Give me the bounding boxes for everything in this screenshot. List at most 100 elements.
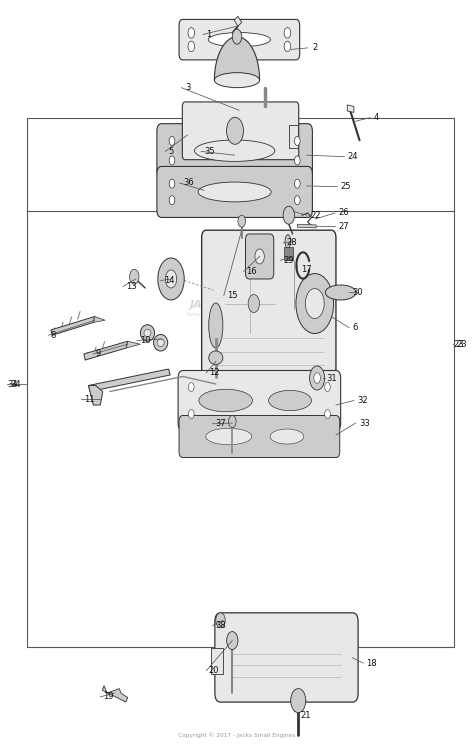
Ellipse shape	[270, 429, 304, 444]
Polygon shape	[51, 316, 95, 335]
Ellipse shape	[194, 140, 275, 161]
Text: 31: 31	[327, 373, 337, 383]
Text: 37: 37	[216, 419, 227, 428]
Text: 26: 26	[338, 209, 349, 218]
Ellipse shape	[154, 334, 168, 351]
Circle shape	[232, 29, 242, 44]
Polygon shape	[347, 105, 354, 112]
Text: 33: 33	[359, 419, 370, 428]
Circle shape	[283, 206, 294, 224]
Text: 28: 28	[286, 239, 297, 248]
Circle shape	[284, 41, 291, 52]
Ellipse shape	[206, 428, 252, 445]
Circle shape	[294, 156, 300, 165]
Circle shape	[165, 270, 177, 288]
Ellipse shape	[198, 182, 271, 202]
Polygon shape	[89, 369, 170, 392]
Circle shape	[294, 179, 300, 188]
Text: Small Engines: Small Engines	[187, 312, 231, 317]
FancyBboxPatch shape	[215, 613, 358, 702]
Ellipse shape	[285, 235, 291, 248]
Text: 34: 34	[10, 380, 20, 389]
Polygon shape	[93, 316, 105, 322]
Circle shape	[188, 28, 195, 38]
FancyBboxPatch shape	[246, 234, 274, 279]
Circle shape	[325, 383, 330, 392]
Ellipse shape	[209, 351, 223, 364]
FancyBboxPatch shape	[182, 102, 299, 160]
Text: 18: 18	[366, 659, 377, 668]
Text: JACKS: JACKS	[190, 300, 228, 310]
Polygon shape	[84, 341, 128, 360]
Circle shape	[169, 196, 175, 205]
Text: 3: 3	[185, 83, 191, 92]
Polygon shape	[214, 37, 260, 80]
Bar	[211, 648, 223, 675]
Ellipse shape	[214, 72, 260, 87]
Text: 19: 19	[103, 692, 113, 701]
Text: 8: 8	[51, 331, 56, 340]
Text: 38: 38	[216, 621, 227, 630]
Circle shape	[227, 117, 244, 145]
Circle shape	[169, 136, 175, 145]
Circle shape	[188, 41, 195, 52]
Text: 30: 30	[353, 288, 363, 297]
Text: 27: 27	[338, 222, 349, 231]
FancyBboxPatch shape	[157, 166, 312, 218]
Circle shape	[129, 270, 139, 284]
Circle shape	[284, 28, 291, 38]
Text: 1: 1	[206, 30, 211, 39]
Ellipse shape	[199, 389, 253, 412]
Text: 12: 12	[209, 368, 219, 377]
Circle shape	[189, 410, 194, 419]
Text: 13: 13	[126, 282, 137, 291]
Circle shape	[248, 294, 259, 312]
Text: 10: 10	[140, 336, 151, 345]
Circle shape	[305, 288, 324, 319]
FancyBboxPatch shape	[157, 123, 312, 178]
Text: 23: 23	[454, 340, 465, 349]
Circle shape	[296, 273, 334, 334]
Circle shape	[227, 632, 238, 650]
Circle shape	[216, 613, 225, 628]
Text: 9: 9	[96, 349, 101, 358]
Bar	[284, 247, 292, 261]
Ellipse shape	[209, 303, 223, 348]
Text: 22: 22	[310, 211, 320, 220]
Text: 35: 35	[204, 147, 215, 156]
Circle shape	[238, 215, 246, 227]
Circle shape	[314, 373, 320, 383]
Polygon shape	[126, 341, 140, 348]
Ellipse shape	[140, 325, 155, 341]
Text: 34: 34	[7, 380, 18, 389]
Text: 11: 11	[84, 395, 94, 404]
Text: 2: 2	[312, 44, 318, 53]
FancyBboxPatch shape	[201, 230, 336, 392]
Ellipse shape	[325, 285, 356, 300]
Circle shape	[158, 258, 184, 300]
Text: 24: 24	[348, 152, 358, 161]
Text: 29: 29	[283, 256, 294, 265]
Circle shape	[291, 688, 306, 712]
Bar	[289, 125, 298, 148]
Circle shape	[310, 366, 325, 390]
Text: 5: 5	[169, 147, 174, 156]
Text: Copyright © 2017 - Jacks Small Engines: Copyright © 2017 - Jacks Small Engines	[178, 732, 296, 738]
Bar	[162, 169, 308, 184]
Circle shape	[228, 416, 236, 428]
Polygon shape	[234, 17, 242, 26]
Bar	[27, 117, 454, 647]
Circle shape	[294, 136, 300, 145]
Ellipse shape	[157, 339, 164, 346]
Ellipse shape	[269, 390, 311, 410]
Polygon shape	[297, 224, 316, 228]
FancyBboxPatch shape	[179, 20, 300, 60]
Text: 23: 23	[456, 340, 467, 349]
Polygon shape	[102, 685, 128, 702]
Text: 6: 6	[353, 323, 358, 332]
Ellipse shape	[208, 32, 271, 47]
Ellipse shape	[144, 329, 151, 337]
Circle shape	[169, 179, 175, 188]
Text: 16: 16	[246, 267, 257, 276]
Text: 36: 36	[183, 178, 193, 187]
